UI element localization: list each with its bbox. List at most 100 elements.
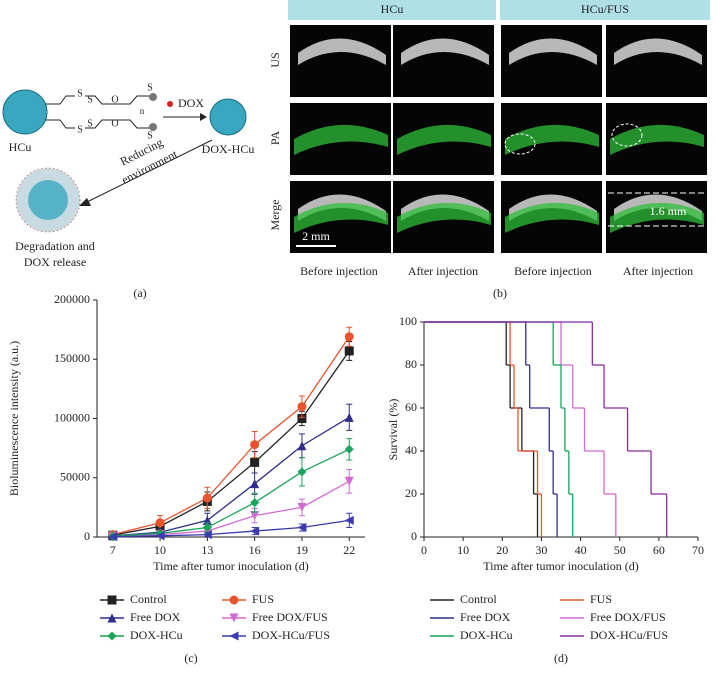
- marker: [250, 511, 260, 521]
- legend-marker: [107, 595, 117, 605]
- x-tick-label: 13: [201, 543, 213, 557]
- series: [108, 512, 354, 542]
- y-tick-label: 100: [399, 314, 417, 328]
- x-tick-label: 7: [110, 543, 116, 557]
- end-group: [149, 123, 157, 131]
- series-line: [112, 480, 350, 538]
- series-line: [112, 350, 350, 536]
- marker: [155, 531, 165, 541]
- row-label: PA: [268, 131, 282, 146]
- legend-marker: [107, 631, 117, 641]
- scale-label: 2 mm: [302, 229, 330, 243]
- caption: (c): [184, 651, 197, 665]
- caption: (a): [133, 286, 146, 300]
- marker: [250, 479, 260, 489]
- marker: [250, 526, 260, 536]
- label: DOX: [178, 96, 204, 110]
- atom: S: [77, 124, 83, 135]
- pa-signal: [610, 124, 704, 155]
- x-tick-label: 70: [692, 543, 704, 557]
- y-tick-label: 0: [84, 529, 90, 543]
- marker: [344, 332, 354, 342]
- molecule: [45, 95, 150, 129]
- x-tick-label: 0: [421, 543, 427, 557]
- series-line: [112, 416, 350, 537]
- thickness-label: 1.6 mm: [650, 204, 687, 218]
- label: Degradation and: [15, 239, 95, 253]
- legend-label: DOX-HCu: [130, 628, 183, 642]
- atom: O: [111, 118, 118, 129]
- row-label: US: [268, 52, 282, 67]
- legend-label: FUS: [252, 592, 274, 606]
- atom: n: [140, 106, 145, 116]
- image-cell: [290, 25, 391, 97]
- column-header: HCu: [381, 2, 404, 16]
- series: [424, 321, 574, 537]
- series: [424, 321, 617, 537]
- caption: (b): [493, 286, 507, 300]
- image-cell: [393, 25, 494, 97]
- x-tick-label: 16: [249, 543, 261, 557]
- nanoparticle: [209, 98, 247, 136]
- image-cell: [501, 25, 602, 97]
- y-tick-label: 200000: [54, 292, 90, 306]
- label: DOX-HCu: [202, 142, 255, 156]
- label: DOX release: [24, 255, 86, 269]
- region-marker: [504, 133, 536, 155]
- legend-marker: [229, 595, 239, 605]
- image-cell: [606, 25, 707, 97]
- marker: [297, 467, 307, 477]
- y-tick-label: 40: [405, 443, 417, 457]
- legend-label: DOX-HCu: [460, 628, 513, 642]
- legend-label: Control: [130, 592, 167, 606]
- marker: [155, 518, 165, 528]
- column-footer: After injection: [408, 264, 478, 278]
- column-header: HCu/FUS: [581, 2, 629, 16]
- x-tick-label: 10: [457, 543, 469, 557]
- pa-signal: [397, 124, 491, 155]
- column-header-bg: [288, 0, 496, 20]
- x-tick-label: 60: [653, 543, 665, 557]
- marker: [297, 523, 307, 533]
- atom: S: [147, 130, 153, 141]
- x-tick-label: 22: [343, 543, 355, 557]
- marker: [344, 515, 354, 525]
- y-axis-label: Survival (%): [386, 399, 400, 461]
- column-footer: Before injection: [514, 264, 592, 278]
- y-tick-label: 0: [411, 529, 417, 543]
- us-echo: [298, 38, 386, 65]
- charts: 0 50000 100000 150000 200000 7 10 13 16 19 22 Time …: [7, 292, 704, 665]
- y-tick-label: 20: [405, 486, 417, 500]
- x-tick-label: 20: [496, 543, 508, 557]
- column-footer: After injection: [623, 264, 693, 278]
- marker: [297, 402, 307, 412]
- y-tick-label: 100000: [54, 410, 90, 424]
- marker: [297, 414, 307, 423]
- nanoparticle: [2, 89, 48, 135]
- series: [424, 321, 668, 537]
- pa-signal: [294, 202, 388, 233]
- caption: (d): [554, 651, 568, 665]
- marker: [202, 523, 212, 533]
- series-line: [112, 519, 350, 538]
- marker: [344, 444, 354, 454]
- series: [424, 321, 543, 537]
- label: HCu: [9, 140, 32, 154]
- marker: [202, 530, 212, 540]
- us-echo: [509, 38, 597, 65]
- x-tick-label: 30: [535, 543, 547, 557]
- marker: [344, 476, 354, 486]
- legend-marker: [107, 613, 117, 623]
- pa-signal: [610, 202, 704, 233]
- marker: [250, 498, 260, 508]
- atom: S: [147, 82, 153, 93]
- legend-label: Free DOX/FUS: [252, 610, 328, 624]
- legend-label: DOX-HCu/FUS: [252, 628, 330, 642]
- arrow-head: [79, 198, 91, 206]
- legend-label: Free DOX/FUS: [590, 610, 666, 624]
- series: [424, 321, 539, 537]
- marker: [108, 532, 118, 542]
- region-marker: [611, 123, 643, 147]
- marker: [250, 440, 260, 450]
